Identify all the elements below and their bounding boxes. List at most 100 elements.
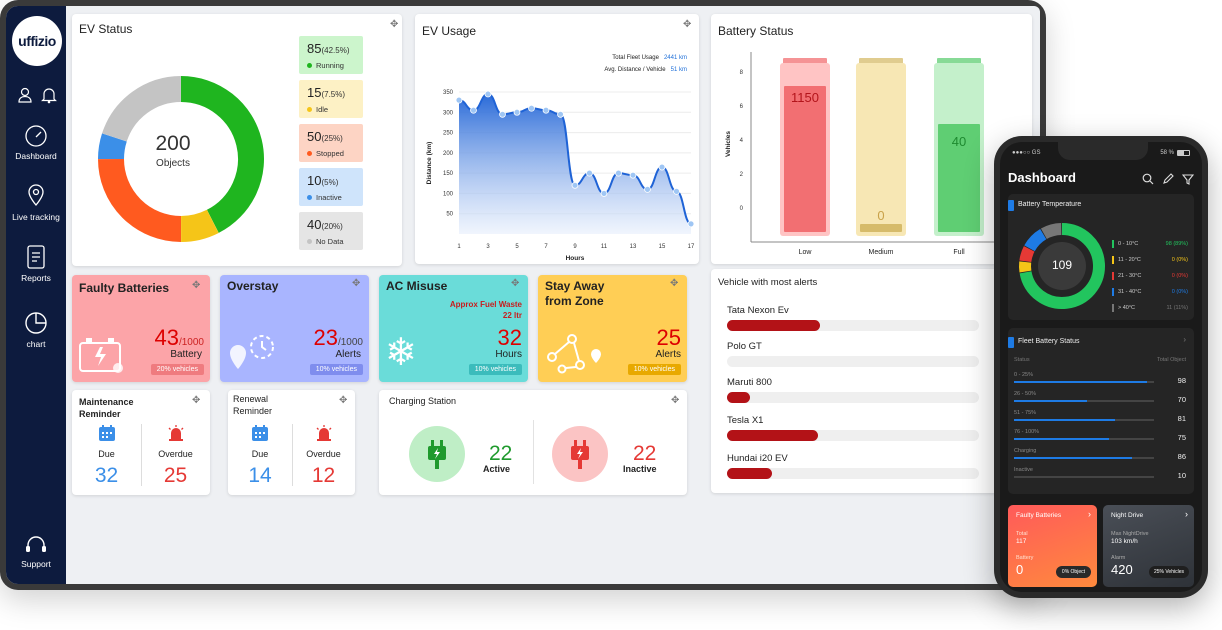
legend-item-inactive[interactable]: 10(5%) Inactive <box>299 168 363 206</box>
vehicle-name[interactable]: Hundai i20 EV <box>727 453 788 464</box>
y-tick-label: 50 <box>446 212 453 218</box>
fleet-row[interactable]: 76 - 100% 75 <box>1014 429 1186 443</box>
data-point[interactable] <box>658 163 666 171</box>
temp-slice[interactable] <box>1024 228 1047 252</box>
fleet-row[interactable]: Inactive 10 <box>1014 467 1186 481</box>
data-point[interactable] <box>470 106 477 114</box>
battery-warning-icon <box>79 338 123 373</box>
temp-range-label: 0 - 10°C <box>1118 241 1139 247</box>
edit-icon[interactable] <box>1162 173 1174 185</box>
fleet-row-value: 81 <box>1177 414 1186 423</box>
fleet-row[interactable]: Charging 86 <box>1014 448 1186 462</box>
drag-handle-icon[interactable]: ✥ <box>192 280 201 291</box>
ev-usage-card: EV Usage ✥ Total Fleet Usage 2441 km Avg… <box>415 14 699 264</box>
plug-active-icon <box>409 426 465 482</box>
data-point[interactable] <box>557 110 564 118</box>
drag-handle-icon[interactable]: ✥ <box>339 395 348 406</box>
charging-station-card: Charging Station ✥ 22 Active 22 Inactive <box>379 390 687 495</box>
data-point[interactable] <box>571 181 579 189</box>
fleet-row[interactable]: 26 - 50% 70 <box>1014 391 1186 405</box>
vehicle-name[interactable]: Polo GT <box>727 341 762 352</box>
fleet-row[interactable]: 51 - 75% 81 <box>1014 410 1186 424</box>
search-icon[interactable] <box>1142 173 1154 185</box>
drag-handle-icon[interactable]: ✥ <box>671 395 680 406</box>
donut-slice-idle[interactable] <box>180 209 219 242</box>
chevron-right-icon[interactable]: › <box>1185 509 1188 519</box>
title-line: Maintenance <box>79 397 134 407</box>
total-value: 117 <box>1016 538 1027 545</box>
due-column[interactable]: Due 14 <box>228 424 292 488</box>
data-point[interactable] <box>600 190 608 197</box>
data-point[interactable] <box>644 185 651 193</box>
fleet-row-value: 10 <box>1177 471 1186 480</box>
legend-item-stopped[interactable]: 50(25%) Stopped <box>299 124 363 162</box>
vehicle-name[interactable]: Tata Nexon Ev <box>727 305 789 316</box>
donut-slice-stopped[interactable] <box>98 158 182 242</box>
overdue-column[interactable]: Overdue 25 <box>141 424 210 488</box>
overstay-card[interactable]: Overstay ✥ 23/1000 Alerts 10% vehicles <box>220 275 369 382</box>
temp-slice[interactable] <box>1019 223 1105 309</box>
fleet-row-track <box>1014 438 1154 440</box>
temp-color-marker <box>1112 304 1114 312</box>
chevron-right-icon[interactable]: › <box>1183 335 1186 344</box>
drag-handle-icon[interactable]: ✥ <box>352 278 361 289</box>
drag-handle-icon[interactable]: ✥ <box>511 278 520 289</box>
data-point[interactable] <box>455 96 463 104</box>
legend-item-running[interactable]: 85(42.5%) Running <box>299 36 363 74</box>
fleet-row-track <box>1014 381 1154 383</box>
fleet-row[interactable]: 0 - 25% 98 <box>1014 372 1186 386</box>
data-point[interactable] <box>673 188 680 195</box>
brand-logo[interactable]: uffizio <box>12 16 62 66</box>
temp-slice[interactable] <box>1040 223 1062 240</box>
drag-handle-icon[interactable]: ✥ <box>192 395 201 406</box>
vehicle-name[interactable]: Tesla X1 <box>727 415 764 426</box>
data-point[interactable] <box>629 171 637 179</box>
data-point[interactable] <box>586 169 593 177</box>
y-tick-label: 100 <box>443 191 454 197</box>
data-point[interactable] <box>499 110 506 118</box>
phone-night-drive-card[interactable]: Night Drive › Max NightDrive 103 km/h Al… <box>1103 505 1194 587</box>
title-line: Renewal <box>233 394 269 404</box>
due-column[interactable]: Due 32 <box>72 424 141 488</box>
data-point[interactable] <box>528 104 535 112</box>
chevron-right-icon[interactable]: › <box>1088 509 1091 519</box>
battery-value: 0 <box>1016 562 1024 577</box>
donut-slice-inactive[interactable] <box>98 133 127 160</box>
y-tick-label: 0 <box>740 206 744 212</box>
filter-icon[interactable] <box>1182 173 1194 185</box>
data-point[interactable] <box>513 108 521 116</box>
stay-away-card[interactable]: Stay Away from Zone ✥ 25 Alerts 10% vehi… <box>538 275 687 382</box>
faulty-batteries-card[interactable]: Faulty Batteries ✥ 43/1000 Battery 20% v… <box>72 275 210 382</box>
legend-item-no-data[interactable]: 40(20%) No Data <box>299 212 363 250</box>
col-header-total: Total Object <box>1156 357 1186 363</box>
sidebar-item-reports[interactable]: Reports <box>6 244 66 283</box>
data-point[interactable] <box>687 220 695 228</box>
sidebar-item-live-tracking[interactable]: Live tracking <box>6 183 66 222</box>
data-point[interactable] <box>542 106 550 114</box>
drag-handle-icon[interactable]: ✥ <box>390 19 399 30</box>
data-point[interactable] <box>615 169 622 177</box>
temp-slice[interactable] <box>1019 246 1035 263</box>
phone-faulty-batteries-card[interactable]: Faulty Batteries › Total 117 Battery 0 0… <box>1008 505 1097 587</box>
battery-bar-medium[interactable] <box>856 63 906 236</box>
user-icon[interactable] <box>16 86 34 104</box>
calendar-icon <box>98 425 115 441</box>
legend-dot-icon <box>307 107 312 112</box>
summary-value: 51 <box>670 67 678 73</box>
headset-icon <box>26 536 46 552</box>
sidebar-item-chart[interactable]: chart <box>6 310 66 349</box>
data-point[interactable] <box>484 90 492 98</box>
drag-handle-icon[interactable]: ✥ <box>683 19 692 30</box>
sidebar-item-support[interactable]: Support <box>6 534 66 569</box>
vehicle-name[interactable]: Maruti 800 <box>727 377 772 388</box>
sidebar-item-dashboard[interactable]: Dashboard <box>6 124 66 161</box>
overdue-column[interactable]: Overdue 12 <box>292 424 355 488</box>
donut-slice-running[interactable] <box>180 76 264 233</box>
legend-item-idle[interactable]: 15(7.5%) Idle <box>299 80 363 118</box>
donut-slice-no-data[interactable] <box>102 76 182 142</box>
fleet-battery-card[interactable]: Fleet Battery Status › Status Total Obje… <box>1008 328 1194 494</box>
drag-handle-icon[interactable]: ✥ <box>670 278 679 289</box>
bell-icon[interactable] <box>40 86 58 104</box>
battery-temperature-card[interactable]: Battery Temperature 109 0 - 10°C 98 (89%)… <box>1008 194 1194 320</box>
ac-misuse-card[interactable]: AC Misuse ✥ Approx Fuel Waste 22 ltr ❄ 3… <box>379 275 528 382</box>
